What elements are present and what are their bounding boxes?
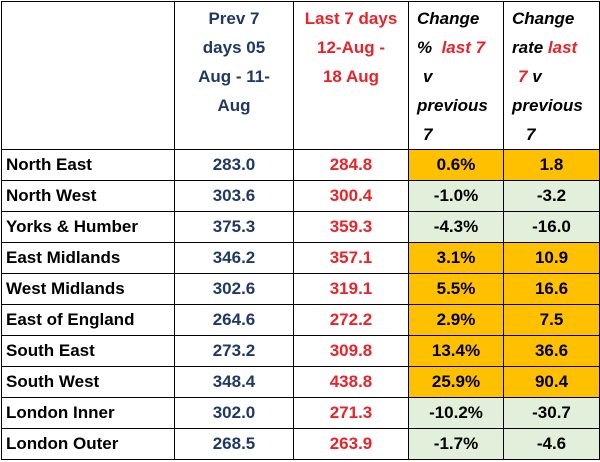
change-rate-value: 1.8 [503, 149, 600, 181]
region-name: London Outer [1, 428, 175, 460]
header-prev-7-days: Prev 7 days 05 Aug - 11- Aug [174, 1, 294, 150]
table-row: South East 273.2 309.8 13.4% 36.6 [1, 335, 600, 367]
prev-7-days-value: 283.0 [174, 149, 294, 181]
prev-7-days-value: 375.3 [174, 211, 294, 243]
last-7-days-value: 359.3 [293, 211, 409, 243]
region-name: East Midlands [1, 242, 175, 274]
header-chgpct-line: 7 [423, 125, 433, 144]
change-percent-value: 13.4% [408, 335, 504, 367]
region-name: North East [1, 149, 175, 181]
change-percent-value: 25.9% [408, 366, 504, 398]
last-7-days-value: 357.1 [293, 242, 409, 274]
last-7-days-value: 300.4 [293, 180, 409, 212]
region-name: South East [1, 335, 175, 367]
last-7-days-value: 309.8 [293, 335, 409, 367]
prev-7-days-value: 268.5 [174, 428, 294, 460]
header-chgrate-line: 7 [526, 125, 536, 144]
header-chgpct-line: previous [417, 96, 488, 115]
change-rate-value: -30.7 [503, 397, 600, 429]
header-prev-line: Prev 7 [208, 9, 260, 28]
change-percent-value: 3.1% [408, 242, 504, 274]
change-rate-value: -4.6 [503, 428, 600, 460]
last-7-days-value: 263.9 [293, 428, 409, 460]
table-row: South West 348.4 438.8 25.9% 90.4 [1, 366, 600, 398]
region-name: East of England [1, 304, 175, 336]
table-row: West Midlands 302.6 319.1 5.5% 16.6 [1, 273, 600, 305]
prev-7-days-value: 303.6 [174, 180, 294, 212]
header-last-line: Last 7 days [304, 9, 398, 28]
header-last-line: 18 Aug [322, 67, 380, 86]
change-percent-value: 0.6% [408, 149, 504, 181]
header-chgrate-line: rate last [512, 33, 599, 62]
header-chgpct-last7: last 7 [441, 38, 486, 57]
header-chgpct-line: Change [417, 9, 480, 28]
prev-7-days-value: 348.4 [174, 366, 294, 398]
header-chgpct-symbol: % [417, 38, 433, 57]
header-last-7-days: Last 7 days 12-Aug - 18 Aug [293, 1, 409, 150]
change-rate-value: -3.2 [503, 180, 600, 212]
change-percent-value: -1.0% [408, 180, 504, 212]
header-prev-line: Aug - 11- [198, 67, 270, 86]
header-chgpct-line: v [423, 67, 433, 86]
header-region-blank [1, 1, 175, 150]
region-name: North West [1, 180, 175, 212]
header-chgrate-line: 7 v [512, 62, 599, 91]
change-rate-value: -16.0 [503, 211, 600, 243]
region-name: Yorks & Humber [1, 211, 175, 243]
change-percent-value: -4.3% [408, 211, 504, 243]
header-change-rate: Change rate last 7 v previous 7 [503, 1, 600, 150]
header-chgpct-line: % last 7 [417, 33, 503, 62]
table-row: East of England 264.6 272.2 2.9% 7.5 [1, 304, 600, 336]
header-last-line: 12-Aug - [317, 38, 385, 57]
change-percent-value: -1.7% [408, 428, 504, 460]
prev-7-days-value: 302.0 [174, 397, 294, 429]
table-row: North East 283.0 284.8 0.6% 1.8 [1, 149, 600, 181]
last-7-days-value: 271.3 [293, 397, 409, 429]
region-name: London Inner [1, 397, 175, 429]
table-row: East Midlands 346.2 357.1 3.1% 10.9 [1, 242, 600, 274]
change-percent-value: 2.9% [408, 304, 504, 336]
last-7-days-value: 438.8 [293, 366, 409, 398]
prev-7-days-value: 302.6 [174, 273, 294, 305]
last-7-days-value: 284.8 [293, 149, 409, 181]
prev-7-days-value: 346.2 [174, 242, 294, 274]
table-body: North East 283.0 284.8 0.6% 1.8 North We… [1, 149, 600, 460]
header-chgrate-v: v [532, 67, 542, 86]
change-rate-value: 36.6 [503, 335, 600, 367]
last-7-days-value: 319.1 [293, 273, 409, 305]
prev-7-days-value: 273.2 [174, 335, 294, 367]
header-chgrate-line: previous [512, 96, 583, 115]
header-prev-line: Aug [217, 96, 251, 115]
table-row: North West 303.6 300.4 -1.0% -3.2 [1, 180, 600, 212]
last-7-days-value: 272.2 [293, 304, 409, 336]
header-chgrate-line: Change [512, 9, 575, 28]
header-chgrate-7: 7 [518, 67, 528, 86]
change-percent-value: -10.2% [408, 397, 504, 429]
change-rate-value: 16.6 [503, 273, 600, 305]
prev-7-days-value: 264.6 [174, 304, 294, 336]
header-chgrate-rate: rate [512, 38, 544, 57]
table-row: London Inner 302.0 271.3 -10.2% -30.7 [1, 397, 600, 429]
header-change-percent: Change % last 7 v previous 7 [408, 1, 504, 150]
region-name: West Midlands [1, 273, 175, 305]
table-row: London Outer 268.5 263.9 -1.7% -4.6 [1, 428, 600, 460]
header-chgrate-last: last [547, 38, 578, 57]
change-percent-value: 5.5% [408, 273, 504, 305]
header-row: Prev 7 days 05 Aug - 11- Aug Last 7 days… [1, 1, 600, 150]
change-rate-value: 10.9 [503, 242, 600, 274]
header-prev-line: days 05 [202, 38, 266, 57]
region-name: South West [1, 366, 175, 398]
change-rate-value: 90.4 [503, 366, 600, 398]
table-row: Yorks & Humber 375.3 359.3 -4.3% -16.0 [1, 211, 600, 243]
change-rate-value: 7.5 [503, 304, 600, 336]
